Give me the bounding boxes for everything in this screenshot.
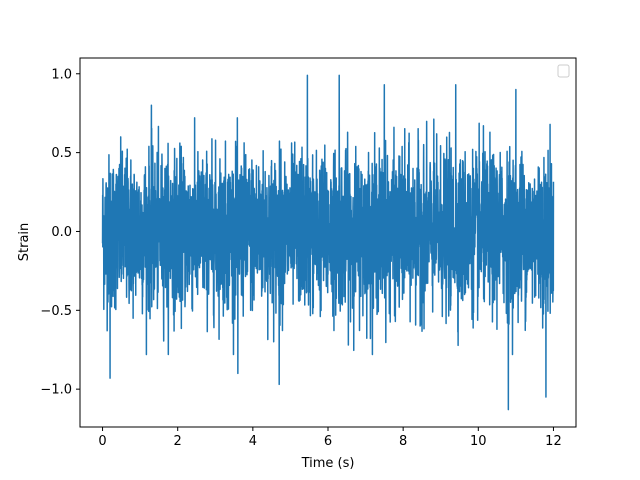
legend-box <box>557 64 570 78</box>
x-axis: 0 2 4 6 8 10 12 <box>98 427 562 449</box>
x-tick-label: 0 <box>98 434 106 449</box>
series-layer <box>101 74 555 411</box>
y-tick-label: 1.0 <box>51 67 72 82</box>
x-tick-label: 4 <box>249 434 257 449</box>
x-tick-label: 10 <box>470 434 487 449</box>
strain-series-line <box>101 74 555 411</box>
y-axis-label: Strain <box>17 223 32 262</box>
y-tick-label: 0.0 <box>51 225 72 240</box>
x-tick-label: 8 <box>399 434 407 449</box>
x-axis-label: Time (s) <box>301 456 355 471</box>
y-tick-label: 0.5 <box>51 146 72 161</box>
y-tick-label: −0.5 <box>40 304 72 319</box>
y-axis: −1.0 −0.5 0.0 0.5 1.0 <box>40 67 80 398</box>
x-tick-label: 6 <box>324 434 332 449</box>
y-tick-label: −1.0 <box>40 383 72 398</box>
x-tick-label: 12 <box>545 434 562 449</box>
x-tick-label: 2 <box>174 434 182 449</box>
